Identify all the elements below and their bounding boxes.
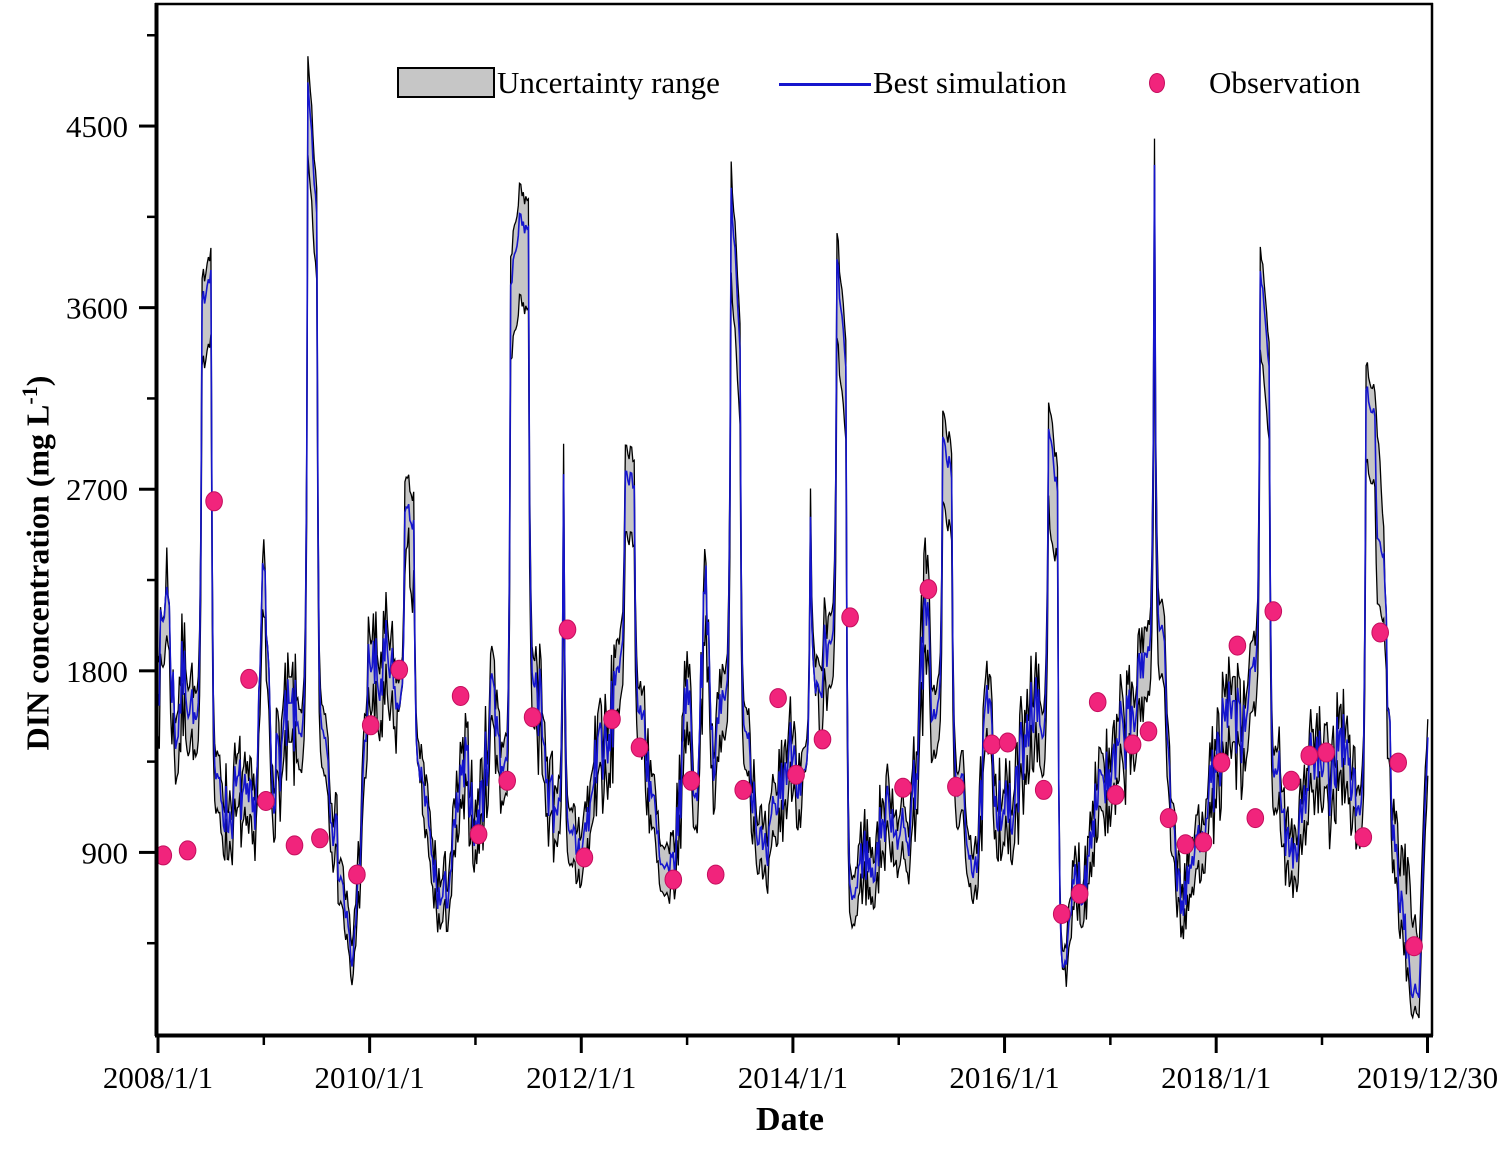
x-axis-tick-label: 2010/1/1 [315, 1060, 425, 1095]
best-simulation-line-swatch [779, 83, 871, 86]
y-axis-tick-label: 1800 [66, 654, 128, 689]
observation-point [682, 770, 701, 791]
x-axis-tick-label: 2012/1/1 [526, 1060, 636, 1095]
observation-point [1300, 745, 1319, 766]
observation-point [205, 491, 223, 512]
observation-point [841, 607, 859, 628]
x-axis-tick-label: 2016/1/1 [949, 1060, 1059, 1095]
observation-point [1123, 734, 1142, 755]
observation-point [1264, 601, 1283, 622]
observation-point [285, 835, 304, 856]
legend-label-best-simulation: Best simulation [873, 65, 1067, 100]
observation-point [603, 709, 621, 730]
observation-point [361, 715, 380, 736]
x-axis-tick-label: 2008/1/1 [103, 1060, 213, 1095]
uncertainty-range-swatch [397, 67, 495, 98]
observation-point [706, 864, 725, 885]
observation-point [1317, 742, 1335, 763]
observation-point [919, 579, 938, 600]
observation-point [894, 777, 912, 798]
observation-point [1159, 808, 1178, 829]
observation-point [787, 764, 805, 785]
observation-point [734, 779, 753, 800]
observation-point [348, 864, 366, 885]
observation-point [523, 707, 542, 728]
observation-point [1282, 770, 1301, 791]
legend-label-observation: Observation [1209, 65, 1361, 100]
x-axis-tick-label: 2018/1/1 [1161, 1060, 1271, 1095]
uncertainty-lower-bound-line [157, 155, 1429, 1020]
observation-point [1176, 834, 1195, 855]
observation-point [983, 734, 1001, 755]
y-axis-title: DIN concentration (mg L-1) [17, 375, 56, 751]
observation-point [558, 619, 577, 640]
observation-point [178, 840, 197, 861]
observation-point [1389, 752, 1407, 773]
observation-point [630, 737, 649, 758]
y-axis-tick-label: 4500 [66, 109, 128, 144]
observation-point [1212, 752, 1231, 773]
observation-point [947, 776, 965, 797]
observation-dot-swatch [1149, 73, 1165, 93]
y-axis-title-superscript: -1 [17, 386, 42, 405]
best-simulation-line [157, 82, 1429, 999]
x-axis-title: Date [756, 1101, 824, 1138]
observation-point [575, 847, 594, 868]
observation-point [498, 770, 517, 791]
observation-point [390, 659, 409, 680]
observation-point [1246, 808, 1265, 829]
observation-point [664, 869, 683, 890]
observation-point [469, 824, 488, 845]
observation-point [257, 791, 275, 811]
x-axis-tick-label: 2014/1/1 [738, 1060, 848, 1095]
observation-point [1139, 721, 1158, 742]
observation-point [1034, 779, 1053, 800]
y-axis-tick-label: 3600 [66, 291, 128, 326]
observation-point [1405, 936, 1423, 957]
observation-point [311, 828, 329, 849]
legend-label-uncertainty-range: Uncertainty range [497, 65, 720, 100]
observation-point [1371, 622, 1389, 643]
observation-point [240, 668, 258, 689]
observation-point [1052, 904, 1071, 924]
y-axis-tick-label: 900 [82, 835, 129, 870]
observation-point [1070, 883, 1089, 904]
uncertainty-upper-bound-line [157, 56, 1429, 953]
observation-point [998, 732, 1017, 753]
observation-point [451, 686, 470, 706]
observation-point [1228, 635, 1247, 656]
observation-point [769, 688, 787, 709]
observation-point [1354, 827, 1373, 848]
y-axis-tick-label: 2700 [66, 472, 128, 507]
observation-point [1088, 692, 1107, 713]
observation-point [1194, 832, 1213, 853]
observation-point [813, 729, 832, 750]
observation-point [1106, 784, 1125, 805]
x-axis-tick-label: 2019/12/30 [1357, 1060, 1498, 1095]
